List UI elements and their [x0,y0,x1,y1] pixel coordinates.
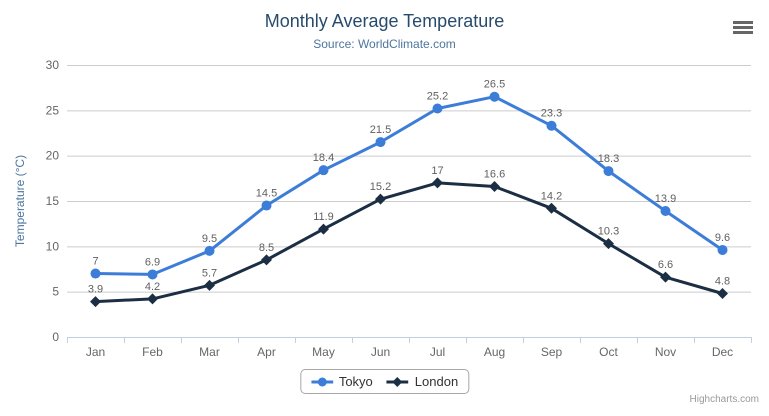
x-axis-label: Feb [142,345,163,359]
data-label: 3.9 [88,284,103,296]
data-label: 21.5 [370,124,391,136]
x-axis-label: Jan [86,345,105,359]
data-label: 10.3 [598,226,619,238]
y-axis-label: 20 [46,149,60,163]
point-london-jul[interactable] [432,177,443,189]
y-axis-label: 10 [46,239,60,253]
point-tokyo-apr[interactable] [261,200,272,211]
data-label: 14.2 [541,190,562,202]
data-label: 15.2 [370,181,391,193]
point-london-nov[interactable] [660,271,671,283]
data-label: 25.2 [427,91,448,103]
data-label: 4.2 [145,281,160,293]
point-tokyo-jan[interactable] [90,268,101,279]
point-tokyo-oct[interactable] [603,166,614,177]
x-axis-label: Dec [712,345,733,359]
legend-item-label: London [414,374,459,389]
legend: Tokyo London [299,369,470,394]
chart-title: Monthly Average Temperature [264,11,505,31]
x-axis-label: Sep [541,345,563,359]
data-label: 4.8 [715,275,730,287]
data-label: 7 [92,256,98,268]
data-label: 23.3 [541,108,562,120]
point-london-aug[interactable] [489,180,500,192]
point-tokyo-nov[interactable] [660,205,671,216]
y-axis-title: Temperature (°C) [13,155,27,247]
point-london-dec[interactable] [717,287,728,299]
hamburger-icon [733,20,753,34]
chart-subtitle: Source: WorldClimate.com [313,37,456,51]
x-axis-label: May [312,345,335,359]
x-axis-label: Oct [599,345,618,359]
y-axis-label: 25 [46,103,60,117]
point-tokyo-dec[interactable] [717,244,728,255]
point-london-jan[interactable] [90,296,101,308]
data-label: 5.7 [202,267,217,279]
data-label: 17 [431,165,443,177]
point-tokyo-sep[interactable] [546,120,557,131]
legend-item-tokyo[interactable]: Tokyo [310,374,373,389]
x-axis-label: Apr [257,345,276,359]
data-label: 18.3 [598,153,619,165]
point-tokyo-feb[interactable] [147,269,158,280]
legend-item-london[interactable]: London [386,374,459,389]
point-london-mar[interactable] [204,279,215,291]
data-label: 6.6 [658,259,673,271]
y-axis-label: 0 [52,330,59,344]
export-menu-button[interactable] [731,17,755,37]
data-label: 11.9 [313,211,334,223]
point-london-sep[interactable] [546,202,557,214]
point-tokyo-mar[interactable] [204,245,215,256]
circle-marker-icon [310,377,333,386]
x-axis-label: Mar [199,345,220,359]
point-tokyo-jun[interactable] [375,137,386,148]
point-tokyo-aug[interactable] [489,91,500,102]
data-label: 6.9 [145,256,160,268]
y-axis-label: 5 [52,285,59,299]
data-label: 26.5 [484,79,505,91]
data-label: 18.4 [313,152,334,164]
y-axis-label: 15 [46,194,60,208]
point-london-oct[interactable] [603,238,614,250]
series-line-tokyo [94,95,724,276]
highcharts-credit[interactable]: Highcharts.com [689,394,759,405]
x-axis-label: Aug [484,345,505,359]
data-label: 8.5 [259,242,274,254]
point-london-apr[interactable] [261,254,272,266]
data-label: 13.9 [655,193,676,205]
data-label: 14.5 [256,188,277,200]
data-label: 16.6 [484,168,505,180]
diamond-marker-icon [386,376,409,387]
point-london-feb[interactable] [147,293,158,305]
y-axis-label: 30 [46,58,60,72]
x-axis-label: Jun [371,345,390,359]
data-label: 9.5 [202,233,217,245]
data-label: 9.6 [715,232,730,244]
point-tokyo-may[interactable] [318,165,329,176]
point-london-jun[interactable] [375,193,386,205]
point-london-may[interactable] [318,223,329,235]
legend-item-label: Tokyo [338,374,373,389]
point-tokyo-jul[interactable] [432,103,443,114]
x-axis-label: Nov [655,345,676,359]
series-line-london [94,181,724,304]
x-axis-label: Jul [430,345,445,359]
